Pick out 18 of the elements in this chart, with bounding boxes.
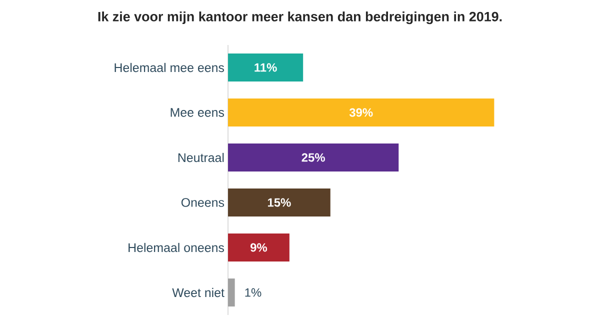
y-tick-label: Mee eens — [170, 108, 224, 117]
y-tick-label: Helemaal mee eens — [114, 62, 224, 72]
data-label: 9% — [250, 243, 268, 252]
bar — [228, 54, 304, 82]
data-label: 39% — [349, 108, 373, 117]
y-tick-label: Neutraal — [178, 152, 224, 162]
bar — [228, 98, 494, 126]
bar — [228, 144, 399, 172]
y-tick-label: Helemaal oneens — [128, 242, 224, 252]
chart-title: Ik zie voor mijn kantoor meer kansen dan bedreigingen in 2019. — [98, 12, 502, 24]
data-label: 1% — [245, 288, 262, 297]
data-label: 11% — [254, 63, 277, 72]
y-tick-label: Weet niet — [172, 288, 224, 298]
data-label: 15% — [268, 198, 291, 207]
bar — [228, 233, 290, 262]
bar — [228, 188, 330, 216]
y-tick-label: Oneens — [181, 198, 224, 207]
data-label: 25% — [302, 153, 325, 162]
